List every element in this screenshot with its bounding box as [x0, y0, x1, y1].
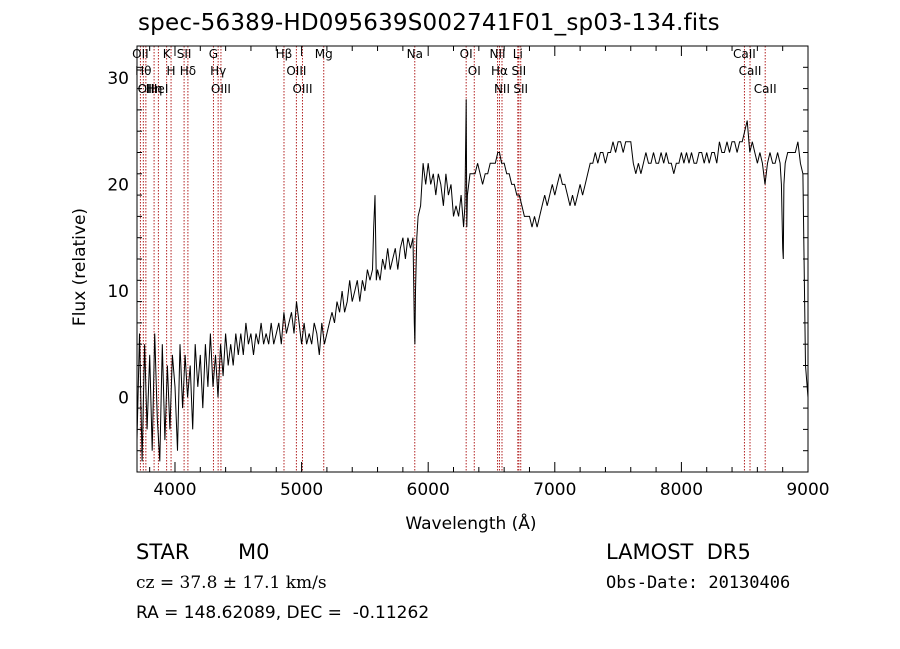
line-label: HeI: [148, 82, 168, 96]
y-axis-label: Flux (relative): [70, 208, 90, 326]
line-label: Na: [407, 47, 423, 61]
line-label: OI: [468, 64, 481, 78]
spectral-line-markers: [139, 46, 766, 472]
x-tick-label: 9000: [786, 480, 829, 500]
line-label: SII: [513, 82, 528, 96]
line-label: Mg: [315, 47, 333, 61]
x-axis-label: Wavelength (Å): [405, 512, 536, 534]
line-label: CaII: [754, 82, 777, 96]
line-label: NII: [490, 47, 506, 61]
y-tick-label: 30: [107, 69, 129, 89]
flux-series: [136, 99, 809, 462]
line-label: OII: [138, 82, 155, 96]
coordinates-text: RA = 148.62089, DEC = -0.11262: [136, 603, 430, 623]
observation-date: Obs-Date: 20130406: [606, 573, 791, 593]
x-tick-label: 4000: [153, 480, 196, 500]
x-tick-label: 5000: [280, 480, 323, 500]
line-label: Hθ: [135, 64, 151, 78]
line-label: G: [209, 47, 218, 61]
y-tick-label: 0: [118, 388, 129, 408]
x-tick-label: 6000: [407, 480, 450, 500]
line-label: K: [163, 47, 172, 61]
line-label: Li: [513, 47, 523, 61]
object-class: STAR: [136, 540, 190, 564]
y-tick-label: 20: [107, 175, 129, 195]
line-label: SII: [511, 64, 526, 78]
x-tick-label: 8000: [660, 480, 703, 500]
line-label: SII: [177, 47, 192, 61]
survey-release: LAMOST DR5: [606, 540, 751, 564]
line-label: Hα: [491, 64, 508, 78]
line-label: OIII: [286, 64, 306, 78]
line-label: OI: [460, 47, 473, 61]
line-label: Hδ: [180, 64, 196, 78]
y-tick-label: 10: [107, 282, 129, 302]
chart-title: spec-56389-HD095639S002741F01_sp03-134.f…: [138, 10, 720, 36]
line-label: Hβ: [276, 47, 293, 61]
spectral-subclass: M0: [238, 540, 270, 564]
x-tick-label: 7000: [533, 480, 576, 500]
line-label: H: [167, 64, 176, 78]
line-label: Hγ: [210, 64, 226, 78]
line-label: CaII: [739, 64, 762, 78]
line-label: OIII: [292, 82, 312, 96]
line-label: Hη: [146, 82, 163, 96]
line-label: OII: [132, 47, 149, 61]
flux-line-0: [136, 99, 809, 462]
line-label: NII: [494, 82, 510, 96]
axis-ticks: 4000 5000 6000 7000 8000 9000 0 10 20 30: [107, 45, 830, 500]
line-label: CaII: [733, 47, 756, 61]
plot-frame: [136, 45, 809, 473]
line-label: OIII: [211, 82, 231, 96]
redshift-text: cz = 37.8 ± 17.1 km/s: [136, 573, 327, 593]
